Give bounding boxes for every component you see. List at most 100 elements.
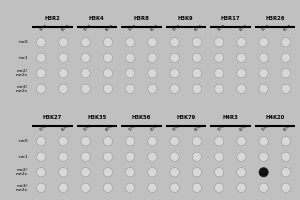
Text: me2/
me2s: me2/ me2s	[16, 168, 28, 176]
Circle shape	[214, 183, 224, 192]
Text: H3K35: H3K35	[87, 115, 106, 120]
Text: 10ng: 10ng	[216, 23, 226, 32]
Circle shape	[148, 183, 157, 192]
Circle shape	[170, 152, 179, 161]
Circle shape	[237, 53, 246, 62]
Text: 10ng: 10ng	[38, 23, 47, 32]
Circle shape	[192, 69, 202, 78]
Circle shape	[259, 53, 268, 62]
Text: 60ng: 60ng	[283, 23, 292, 32]
Text: 10ng: 10ng	[261, 122, 270, 132]
Circle shape	[237, 183, 246, 192]
Circle shape	[170, 183, 179, 192]
Text: 10ng: 10ng	[216, 122, 226, 132]
Circle shape	[259, 152, 268, 161]
Circle shape	[281, 183, 290, 192]
Circle shape	[59, 152, 68, 161]
Text: H3R26: H3R26	[265, 16, 284, 21]
Circle shape	[237, 137, 246, 146]
Text: me3/
me2s: me3/ me2s	[16, 184, 28, 192]
Circle shape	[125, 152, 135, 161]
Circle shape	[214, 38, 224, 47]
Circle shape	[170, 137, 179, 146]
Text: 60ng: 60ng	[194, 23, 203, 32]
Circle shape	[103, 69, 112, 78]
Circle shape	[59, 69, 68, 78]
Circle shape	[81, 152, 90, 161]
Text: H3K27: H3K27	[43, 115, 62, 120]
Text: 10ng: 10ng	[38, 122, 47, 132]
Circle shape	[259, 137, 268, 146]
Circle shape	[281, 152, 290, 161]
Circle shape	[37, 53, 46, 62]
Circle shape	[148, 69, 157, 78]
Text: me0: me0	[18, 40, 28, 44]
Circle shape	[37, 152, 46, 161]
Text: H3R17: H3R17	[220, 16, 240, 21]
Circle shape	[192, 38, 202, 47]
Circle shape	[59, 137, 68, 146]
Text: H3R8: H3R8	[133, 16, 149, 21]
Circle shape	[125, 38, 135, 47]
Text: 60ng: 60ng	[283, 122, 292, 132]
Circle shape	[192, 137, 202, 146]
Circle shape	[125, 84, 135, 93]
Text: 10ng: 10ng	[172, 122, 181, 132]
Circle shape	[125, 137, 135, 146]
Text: 60ng: 60ng	[149, 122, 159, 132]
Circle shape	[103, 183, 112, 192]
Text: 60ng: 60ng	[105, 122, 114, 132]
Circle shape	[37, 69, 46, 78]
Text: me0: me0	[18, 139, 28, 143]
Circle shape	[170, 168, 179, 177]
Circle shape	[125, 183, 135, 192]
Text: 10ng: 10ng	[83, 23, 92, 32]
Circle shape	[192, 168, 202, 177]
Circle shape	[281, 137, 290, 146]
Circle shape	[259, 69, 268, 78]
Circle shape	[281, 69, 290, 78]
Circle shape	[237, 168, 246, 177]
Text: 60ng: 60ng	[61, 122, 70, 132]
Circle shape	[125, 168, 135, 177]
Circle shape	[37, 137, 46, 146]
Circle shape	[37, 168, 46, 177]
Circle shape	[148, 168, 157, 177]
Circle shape	[103, 84, 112, 93]
Circle shape	[81, 183, 90, 192]
Circle shape	[259, 84, 268, 93]
Circle shape	[192, 84, 202, 93]
Text: me2/
me2s: me2/ me2s	[16, 69, 28, 77]
Circle shape	[281, 168, 290, 177]
Circle shape	[214, 137, 224, 146]
Circle shape	[259, 183, 268, 192]
Circle shape	[281, 38, 290, 47]
Circle shape	[281, 53, 290, 62]
Text: H3K4: H3K4	[89, 16, 105, 21]
Circle shape	[148, 38, 157, 47]
Text: 60ng: 60ng	[149, 23, 159, 32]
Text: H4R3: H4R3	[222, 115, 238, 120]
Circle shape	[103, 152, 112, 161]
Circle shape	[214, 168, 224, 177]
Circle shape	[148, 152, 157, 161]
Circle shape	[170, 53, 179, 62]
Circle shape	[170, 69, 179, 78]
Circle shape	[81, 69, 90, 78]
Circle shape	[170, 84, 179, 93]
Text: 60ng: 60ng	[61, 23, 70, 32]
Circle shape	[148, 53, 157, 62]
Circle shape	[192, 53, 202, 62]
Circle shape	[37, 183, 46, 192]
Text: H3K79: H3K79	[176, 115, 195, 120]
Text: 10ng: 10ng	[127, 122, 136, 132]
Text: H3K56: H3K56	[132, 115, 151, 120]
Circle shape	[59, 38, 68, 47]
Text: me1: me1	[18, 56, 28, 60]
Circle shape	[37, 38, 46, 47]
Text: 10ng: 10ng	[83, 122, 92, 132]
Circle shape	[148, 137, 157, 146]
Circle shape	[214, 69, 224, 78]
Circle shape	[81, 168, 90, 177]
Text: 60ng: 60ng	[238, 23, 248, 32]
